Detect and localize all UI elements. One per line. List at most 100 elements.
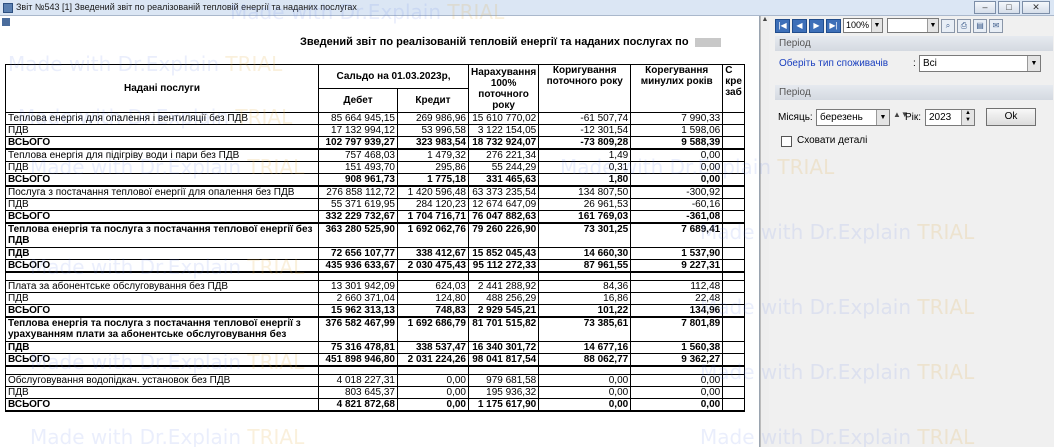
cell-debit: 2 660 371,04 [318, 292, 398, 305]
window-titlebar: Звіт №543 [1] Зведений звіт по реалізова… [0, 0, 1054, 16]
cell-cut [722, 148, 745, 162]
month-select[interactable]: березень ▼ [816, 109, 890, 126]
cell-credit: 269 986,96 [397, 112, 469, 125]
spacer-cell [5, 365, 319, 375]
cell-debit: 435 936 633,67 [318, 258, 398, 273]
spin-icon: ▲ ▼ [961, 110, 974, 125]
cell-corr-past: -60,16 [630, 198, 724, 211]
cell-accrual: 12 674 647,09 [467, 198, 540, 211]
col-header-saldo: Сальдо на 01.03.2023р, [318, 64, 469, 89]
cell-cut [722, 316, 745, 342]
cell-corr-current: 73 301,25 [538, 222, 632, 248]
print-icon[interactable]: ⎙ [957, 18, 971, 33]
cell-corr-current: 161 769,03 [538, 210, 632, 224]
cell-credit: 1 692 686,79 [397, 316, 469, 342]
cell-accrual: 3 122 154,05 [467, 124, 540, 137]
cell-credit: 338 537,47 [397, 340, 469, 354]
cell-credit: 53 996,58 [397, 124, 469, 137]
chevron-down-icon: ▼ [876, 110, 889, 125]
cell-corr-past: 1 537,90 [630, 246, 724, 260]
maximize-button[interactable]: □ [998, 1, 1020, 14]
cell-corr-past: 0,00 [630, 148, 724, 162]
parameters-panel: |◀ ◀ ▶ ▶| 100% ▼ ▼ ⌕ ⎙ ▤ ✉ Період Оберіть… [770, 16, 1054, 447]
prev-page-icon[interactable]: ◀ [792, 18, 807, 33]
year-label: Рік: [905, 112, 922, 123]
table-row: Теплова енергія та послуга з постачання … [5, 316, 745, 342]
cell-cut [722, 340, 745, 354]
cell-corr-current: 16,86 [538, 292, 632, 305]
cell-corr-current: 88 062,77 [538, 352, 632, 367]
table-row: Плата за абонентське обслуговування без … [5, 280, 745, 293]
table-row: Послуга з постачання теплової енергії дл… [5, 185, 745, 199]
cell-cut [722, 198, 745, 211]
table-row: ПДВ 55 371 619,95 284 120,23 12 674 647,09 2… [5, 198, 745, 211]
table-row: ПДВ 17 132 994,12 53 996,58 3 122 154,05 -12… [5, 124, 745, 137]
cell-cut [722, 246, 745, 260]
ok-button[interactable]: Ok [986, 108, 1036, 126]
cell-credit: 2 030 475,43 [397, 258, 469, 273]
cell-service-name: ПДВ [5, 292, 319, 305]
cell-credit: 323 983,54 [397, 136, 469, 150]
find-input[interactable]: ▼ [887, 18, 939, 33]
cell-cut [722, 136, 745, 150]
col-header-debit: Дебет [318, 88, 398, 113]
last-page-icon[interactable]: ▶| [826, 18, 841, 33]
zoom-select[interactable]: 100% ▼ [843, 18, 883, 33]
cell-corr-past: 1 560,38 [630, 340, 724, 354]
window-title: Звіт №543 [1] Зведений звіт по реалізова… [16, 2, 357, 12]
email-icon[interactable]: ✉ [989, 18, 1003, 33]
col-header-accrual: Нарахування 100% поточного року [467, 64, 540, 113]
close-button[interactable]: ✕ [1022, 1, 1050, 14]
spacer-cell [722, 271, 745, 281]
export-icon[interactable]: ▤ [973, 18, 987, 33]
month-label: Місяць: [778, 112, 813, 123]
spacer-cell [397, 365, 469, 375]
cell-corr-current: 1,80 [538, 173, 632, 187]
report-title: Зведений звіт по реалізованій тепловій е… [300, 36, 721, 48]
cell-cut [722, 374, 745, 387]
cell-debit: 276 858 112,72 [318, 185, 398, 199]
cell-corr-past: 0,00 [630, 374, 724, 387]
cell-debit: 15 962 313,13 [318, 304, 398, 318]
scroll-up-icon[interactable]: ▲ [761, 16, 769, 23]
next-page-icon[interactable]: ▶ [809, 18, 824, 33]
minimize-button[interactable]: – [974, 1, 996, 14]
cell-credit: 1 420 596,48 [397, 185, 469, 199]
find-icon[interactable]: ⌕ [941, 18, 955, 33]
cell-debit: 151 493,70 [318, 161, 398, 174]
cell-accrual: 18 732 924,07 [467, 136, 540, 150]
cell-credit: 284 120,23 [397, 198, 469, 211]
cell-debit: 75 316 478,81 [318, 340, 398, 354]
consumer-type-label: Оберіть тип споживачів [779, 58, 889, 69]
table-row: ВСЬОГО 15 962 313,13 748,83 2 929 545,21 101… [5, 304, 745, 318]
spacer-cell [630, 365, 724, 375]
spacer-cell [5, 271, 319, 281]
cell-accrual: 95 112 272,33 [467, 258, 540, 273]
hide-details-checkbox[interactable] [781, 136, 792, 147]
col-header-services: Надані послуги [5, 64, 319, 113]
report-scrollbar[interactable]: ▲ [760, 16, 769, 447]
cell-corr-current: 1,49 [538, 148, 632, 162]
cell-credit: 295,86 [397, 161, 469, 174]
cell-service-name: ВСЬОГО [5, 173, 319, 187]
cell-credit: 1 692 062,76 [397, 222, 469, 248]
first-page-icon[interactable]: |◀ [775, 18, 790, 33]
cell-corr-past: 7 990,33 [630, 112, 724, 125]
cell-debit: 55 371 619,95 [318, 198, 398, 211]
cell-corr-past: -361,08 [630, 210, 724, 224]
cell-cut [722, 112, 745, 125]
cell-cut [722, 124, 745, 137]
cell-corr-past: 9 227,31 [630, 258, 724, 273]
spacer-cell [630, 271, 724, 281]
cell-corr-current: -12 301,54 [538, 124, 632, 137]
cell-corr-current: 0,00 [538, 386, 632, 399]
cell-cut [722, 398, 745, 412]
cell-cut [722, 161, 745, 174]
cell-corr-current: 26 961,53 [538, 198, 632, 211]
cell-corr-current: 14 660,30 [538, 246, 632, 260]
consumer-type-select[interactable]: Всі ▼ [919, 55, 1041, 72]
cell-service-name: ПДВ [5, 340, 319, 354]
year-stepper[interactable]: 2023 ▲ ▼ [925, 109, 975, 126]
month-spin-icon[interactable]: ▲▼ [893, 110, 909, 119]
cell-debit: 13 301 942,09 [318, 280, 398, 293]
